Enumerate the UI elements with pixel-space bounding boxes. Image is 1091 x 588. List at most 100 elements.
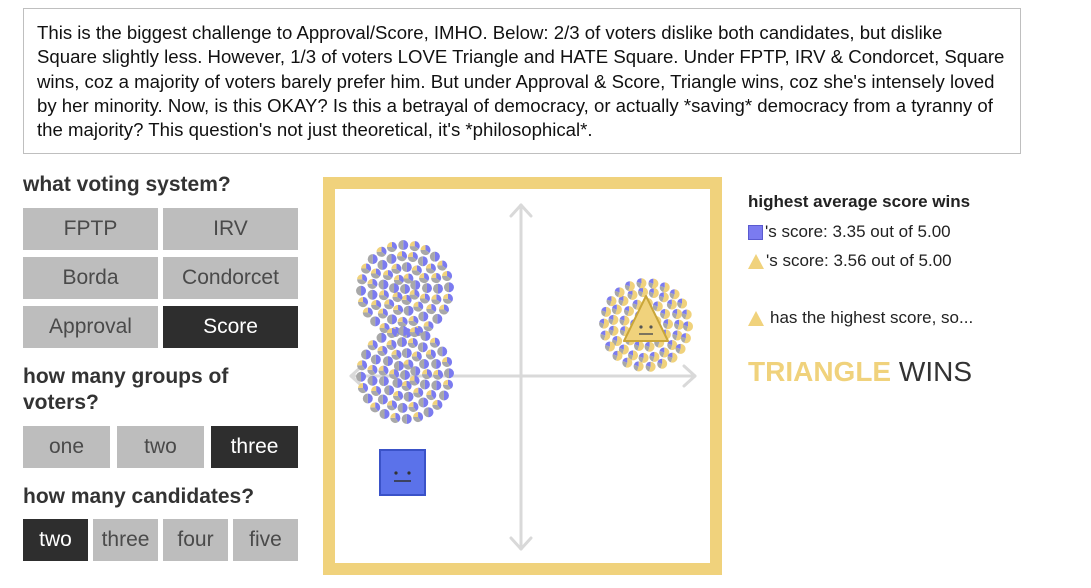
voter-dot-segment: [681, 309, 687, 315]
voter-group-2[interactable]: [356, 326, 454, 424]
square-candidate-icon: [748, 224, 763, 240]
candidates-three-button[interactable]: three: [93, 519, 158, 561]
voter-dot-segment: [423, 407, 429, 418]
voter-dot-segment: [623, 309, 629, 316]
voter-dot-segment: [430, 349, 436, 359]
voter-groups-three-button[interactable]: three: [211, 426, 298, 468]
voter-dot-segment: [403, 278, 413, 284]
voter-dot: [403, 391, 414, 402]
voter-dot-segment: [603, 330, 611, 341]
voter-dot-segment: [618, 287, 625, 298]
voter-dot-segment: [438, 309, 448, 315]
voter-dot: [409, 327, 420, 338]
voter-dot-segment: [372, 278, 378, 287]
voting-system-fptp-button[interactable]: FPTP: [23, 208, 158, 250]
voter-dot-segment: [443, 304, 449, 313]
candidates-four-button[interactable]: four: [163, 519, 228, 561]
candidates-five-button[interactable]: five: [233, 519, 298, 561]
simulation-canvas[interactable]: [335, 189, 710, 563]
voter-group-1[interactable]: [356, 240, 454, 338]
voter-dot-segment: [367, 375, 373, 386]
voting-system-condorcet-button[interactable]: Condorcet: [163, 257, 298, 299]
voter-dot-segment: [419, 273, 425, 279]
voter-dot-segment: [362, 274, 368, 283]
voter-dot: [413, 387, 424, 398]
voter-dot-segment: [411, 351, 417, 357]
voter-dot: [376, 332, 387, 343]
voter-dot-segment: [627, 306, 634, 317]
voter-dot: [378, 290, 389, 301]
voting-system-score-button[interactable]: Score: [163, 306, 298, 348]
voter-dot-segment: [408, 305, 414, 316]
voter-dot-segment: [642, 352, 649, 363]
voting-system-borda-button[interactable]: Borda: [23, 257, 158, 299]
voter-dot-segment: [422, 342, 428, 353]
voter-dot: [370, 402, 381, 413]
voter-dot-segment: [685, 309, 692, 320]
voter-dot-segment: [418, 412, 424, 422]
voter-dot-segment: [407, 337, 413, 343]
voter-dot-segment: [609, 296, 617, 307]
voter-dot: [600, 330, 611, 341]
voter-dot: [432, 399, 443, 410]
voter-dot-segment: [637, 361, 644, 372]
voter-dot-segment: [429, 337, 435, 343]
voter-dot-segment: [425, 354, 434, 360]
voter-dot: [370, 268, 381, 279]
voter-dot-segment: [675, 309, 683, 320]
voter-dot-segment: [420, 245, 426, 251]
voter-dot: [377, 345, 388, 356]
voter-dot-segment: [672, 312, 678, 319]
voter-dot: [612, 335, 623, 346]
voter-dot-segment: [378, 365, 384, 371]
voter-dot: [662, 319, 673, 330]
voter-dot-segment: [619, 344, 624, 350]
voter-dot: [367, 278, 378, 289]
voter-dot-segment: [397, 402, 403, 413]
voter-dot-segment: [408, 273, 414, 282]
voter-dot-segment: [425, 268, 435, 274]
voter-dot-segment: [677, 301, 683, 309]
voting-system-irv-button[interactable]: IRV: [163, 208, 298, 250]
voter-dot: [417, 342, 428, 353]
voter-dot: [389, 283, 400, 294]
voter-dot-segment: [393, 360, 399, 371]
voter-dot-segment: [389, 385, 395, 396]
voter-dot-segment: [413, 412, 419, 418]
voter-dot-segment: [677, 319, 684, 330]
voter-dot: [408, 315, 419, 326]
voter-dot-segment: [367, 345, 376, 351]
candidates-two-button[interactable]: two: [23, 519, 88, 561]
voter-dot-segment: [402, 402, 408, 413]
voting-system-approval-button[interactable]: Approval: [23, 306, 158, 348]
voter-groups-two-button[interactable]: two: [117, 426, 204, 468]
voter-dot-segment: [398, 360, 404, 371]
voter-dot-segment: [392, 314, 398, 325]
voter-dot-segment: [400, 284, 405, 294]
voter-dot-segment: [599, 322, 605, 329]
voter-dot: [438, 304, 449, 315]
voter-dot-segment: [391, 339, 397, 349]
voter-dot-segment: [375, 402, 381, 412]
voter-dot-segment: [361, 263, 367, 269]
voter-dot-segment: [386, 241, 392, 247]
winner-name: TRIANGLE: [748, 356, 892, 387]
voter-dot: [443, 368, 454, 379]
voter-dot-segment: [392, 400, 398, 410]
square-candidate-icon[interactable]: [379, 449, 426, 496]
voter-dot-segment: [447, 356, 453, 366]
voter-dot-segment: [403, 273, 409, 279]
voter-dot: [371, 385, 382, 396]
voter-dot: [413, 301, 424, 312]
voter-groups-one-button[interactable]: one: [23, 426, 110, 468]
triangle-score-line: 's score: 3.56 out of 5.00: [748, 250, 952, 272]
voter-dot-segment: [442, 293, 448, 299]
voter-dot-segment: [386, 327, 392, 333]
voter-dot-segment: [386, 332, 395, 338]
voter-dot-segment: [377, 313, 387, 319]
voter-dot-segment: [660, 309, 666, 315]
voter-dot: [401, 413, 412, 424]
voter-dot-segment: [370, 402, 376, 408]
voter-dot-segment: [667, 352, 673, 358]
triangle-candidate-icon[interactable]: [623, 295, 669, 342]
